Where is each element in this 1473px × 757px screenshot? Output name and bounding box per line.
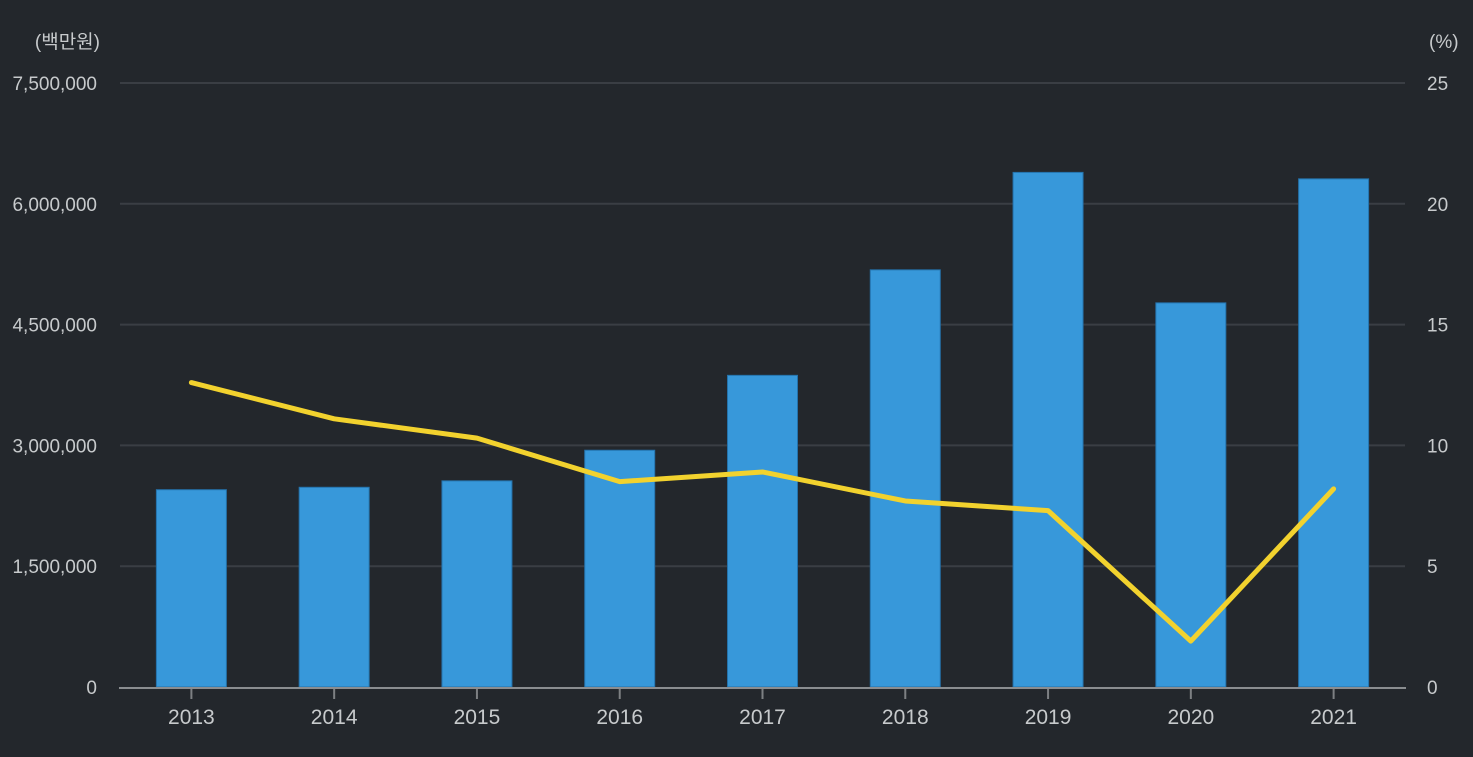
bars-layer <box>155 171 1370 688</box>
x-axis-label-2013: 2013 <box>168 706 215 729</box>
bar-2015 <box>441 480 513 688</box>
bar-2018 <box>869 269 941 688</box>
percent-trend-line <box>188 380 1337 644</box>
left-axis-title: (백만원) <box>35 31 100 53</box>
right-axis-tick-label: 25 <box>1427 74 1448 95</box>
x-axis-label-2018: 2018 <box>882 706 929 729</box>
bar-2014 <box>298 486 370 688</box>
trend-line-layer <box>188 380 1337 644</box>
left-axis-tick-label: 1,500,000 <box>12 557 97 578</box>
bar-2016 <box>584 449 656 688</box>
axes-layer: 2013 2014 2015 2016 2017 2018 2019 2020 2021 <box>119 687 1406 729</box>
right-axis-tick-label: 10 <box>1427 436 1448 457</box>
x-axis-label-2021: 2021 <box>1310 706 1357 729</box>
bar-2013 <box>155 489 227 688</box>
bar-2017 <box>727 374 798 688</box>
left-axis-tick-label: 6,000,000 <box>12 195 97 216</box>
left-axis-tick-label: 3,000,000 <box>12 436 97 457</box>
left-axis-tick-label: 4,500,000 <box>12 316 97 337</box>
x-axis-label-2019: 2019 <box>1025 706 1072 729</box>
x-axis-label-2020: 2020 <box>1167 706 1214 729</box>
right-axis-tick-label: 0 <box>1427 678 1438 699</box>
x-axis-label-2014: 2014 <box>311 706 358 729</box>
right-axis-tick-label: 15 <box>1427 316 1448 337</box>
bar-2021 <box>1298 178 1370 688</box>
left-axis-tick-label: 7,500,000 <box>12 74 97 95</box>
x-axis-label-2017: 2017 <box>739 706 786 729</box>
bar-2020 <box>1155 302 1227 688</box>
right-axis-tick-label: 20 <box>1427 195 1448 216</box>
labels-layer: (백만원) (%) 0 1,500,000 3,000,000 4,500,000 6,… <box>12 31 1458 699</box>
x-axis-label-2015: 2015 <box>454 706 501 729</box>
left-axis-tick-label: 0 <box>86 678 97 699</box>
bar-2019 <box>1012 171 1084 688</box>
x-axis-label-2016: 2016 <box>596 706 643 729</box>
right-axis-title: (%) <box>1429 32 1459 53</box>
right-axis-tick-label: 5 <box>1427 557 1438 578</box>
